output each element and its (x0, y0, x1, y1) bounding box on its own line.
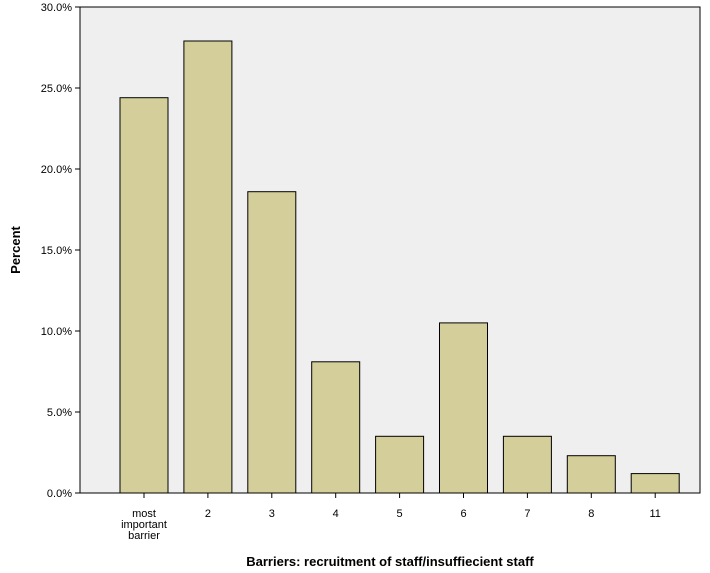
bar-2 (183, 40, 233, 494)
x-axis-title: Barriers: recruitment of staff/insuffiec… (246, 554, 534, 569)
x-tick-label: 4 (333, 508, 339, 520)
x-tick-label: 7 (524, 508, 530, 520)
y-tick-label: 25.0% (41, 83, 72, 95)
bar-7 (502, 435, 552, 494)
x-tick-label: 5 (397, 508, 403, 520)
y-tick-label: 5.0% (47, 407, 72, 419)
bar-5 (375, 435, 425, 494)
bar-6 (439, 322, 488, 494)
x-tick-label: 3 (269, 508, 275, 520)
x-tick-label: 2 (205, 508, 211, 520)
y-tick-label: 15.0% (41, 245, 72, 257)
bar-3 (247, 191, 297, 494)
y-axis-title: Percent (8, 225, 23, 273)
x-tick-label: 11 (649, 508, 660, 520)
y-tick-label: 0.0% (47, 488, 72, 500)
bar-1 (119, 97, 169, 494)
bar-9 (630, 473, 680, 494)
plot-area (79, 6, 701, 494)
y-tick-label: 10.0% (41, 326, 72, 338)
y-tick-label: 30.0% (41, 2, 72, 14)
bar-4 (311, 361, 361, 494)
x-tick-label: most important barrier (121, 508, 167, 542)
bar-8 (566, 455, 616, 494)
x-ticks-group: most important barrier 2 3 4 5 6 7 8 11 (121, 493, 661, 542)
bars-group (119, 40, 680, 494)
y-tick-label: 20.0% (41, 164, 72, 176)
x-tick-label: 8 (588, 508, 594, 520)
y-ticks-group: 0.0% 5.0% 10.0% 15.0% 20.0% 25.0% 30.0% (41, 2, 80, 500)
x-tick-label: 6 (460, 508, 466, 520)
